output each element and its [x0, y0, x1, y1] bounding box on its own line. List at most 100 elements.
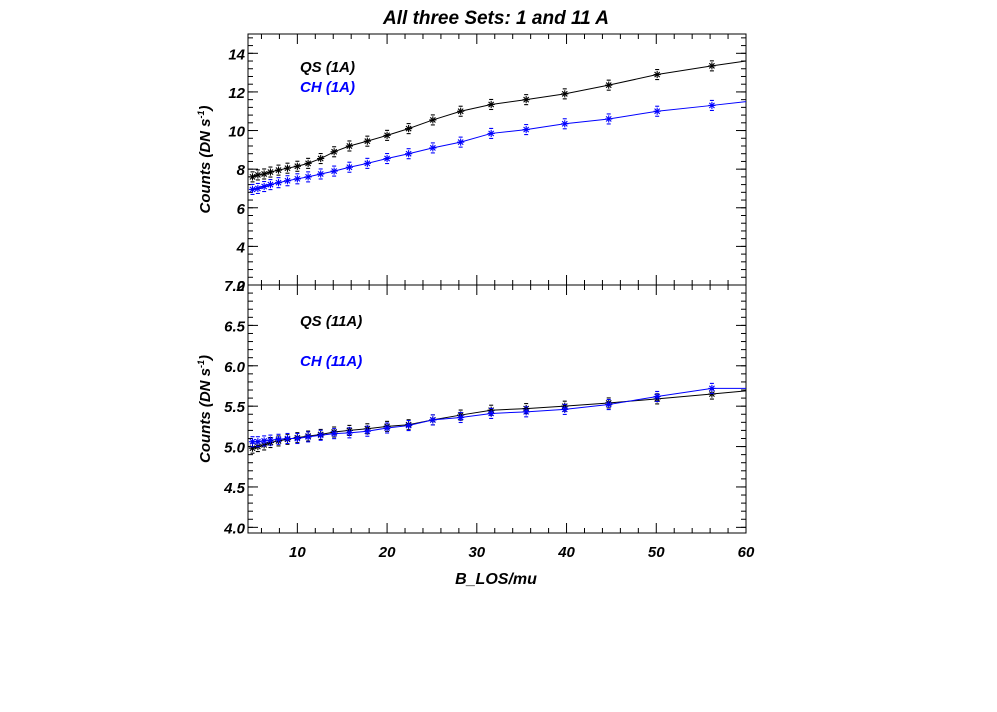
data-point	[487, 127, 495, 139]
data-point	[383, 422, 391, 434]
y-axis-label-main: Counts (DN s	[197, 119, 214, 214]
data-point	[487, 98, 495, 111]
chart-title: All three Sets: 1 and 11 A	[382, 8, 609, 29]
data-point	[522, 94, 530, 106]
x-tick-label: 30	[468, 544, 485, 561]
data-point	[405, 148, 413, 160]
data-point	[405, 123, 413, 135]
x-tick-label: 20	[378, 544, 396, 561]
y-tick-label: 7.0	[224, 278, 246, 295]
y-axis-label-main: Counts (DN s	[197, 368, 214, 463]
data-point	[260, 435, 268, 447]
y-tick-label: 14	[228, 46, 245, 63]
data-point	[363, 157, 371, 169]
data-point	[266, 434, 275, 446]
data-point	[317, 168, 325, 180]
data-point	[304, 157, 312, 169]
y-axis-label: Counts (DN s-1)	[196, 105, 214, 213]
data-point	[605, 399, 613, 411]
x-axis-label: B_LOS/mu	[455, 571, 537, 588]
data-point	[429, 142, 437, 154]
y-tick-label: 8	[237, 162, 246, 179]
data-point	[605, 113, 613, 125]
series-line	[252, 101, 747, 190]
data-point	[260, 180, 268, 193]
y-axis-label: Counts (DN s-1)	[196, 355, 214, 463]
data-point	[266, 166, 275, 178]
data-point	[274, 164, 283, 176]
panel-bottom: 10 20 30 40 50 60 4.0 4.5 5.0 5.5 6.0 6.5 7.0 Counts …	[196, 278, 755, 561]
data-point	[248, 183, 257, 195]
data-point	[457, 136, 465, 148]
data-point	[708, 99, 716, 111]
y-tick-label: 6.5	[224, 318, 246, 335]
series-line	[252, 390, 747, 449]
data-point	[363, 425, 371, 437]
data-point	[254, 169, 262, 181]
data-point	[330, 428, 338, 440]
data-point	[330, 165, 338, 177]
data-point	[293, 160, 301, 172]
y-tick-label: 12	[228, 85, 245, 102]
y-tick-label: 6	[237, 201, 246, 218]
data-point	[317, 152, 325, 165]
legend-label: CH (1A)	[300, 79, 355, 96]
data-point	[708, 382, 716, 394]
data-point	[383, 152, 391, 165]
y-tick-label: 5.0	[224, 440, 246, 457]
data-point	[708, 60, 716, 72]
y-axis-label-close: )	[197, 105, 214, 112]
data-point	[254, 182, 262, 195]
data-point	[293, 432, 301, 445]
y-tick-label: 2	[236, 278, 246, 295]
data-point	[330, 146, 338, 158]
data-point	[274, 177, 283, 189]
data-point	[304, 171, 312, 183]
y-tick-label: 4	[236, 239, 246, 256]
legend-label: QS (11A)	[300, 313, 362, 330]
data-point	[522, 124, 530, 136]
data-point	[274, 433, 283, 445]
data-point	[254, 436, 262, 448]
data-point	[345, 427, 353, 439]
x-tick-label: 60	[738, 544, 755, 561]
data-point	[293, 173, 301, 185]
data-point	[248, 171, 257, 183]
y-tick-label: 10	[228, 124, 245, 141]
y-tick-label: 4.0	[223, 520, 246, 537]
data-point	[345, 140, 353, 152]
data-point	[605, 79, 613, 91]
data-point	[363, 135, 371, 147]
data-point	[283, 432, 292, 445]
panel-top: 2 4 6 8 10 12 14 Counts (DN s-1) QS (1A) CH (1A)	[196, 33, 747, 295]
y-tick-label: 6.0	[224, 359, 246, 376]
data-point	[561, 88, 569, 100]
y-tick-label: 5.5	[224, 399, 246, 416]
data-point	[345, 161, 353, 173]
data-point	[248, 436, 257, 448]
data-point	[653, 390, 661, 403]
y-axis-label-sup: -1	[196, 360, 206, 368]
data-point	[405, 420, 413, 432]
data-point	[266, 179, 275, 191]
legend-label: CH (11A)	[300, 353, 362, 370]
x-tick-label: 40	[557, 544, 575, 561]
plot-frame	[247, 284, 747, 534]
data-point	[561, 403, 569, 415]
data-point	[653, 68, 661, 81]
data-point	[317, 429, 325, 441]
y-tick-label: 4.5	[223, 480, 246, 497]
data-point	[383, 129, 391, 141]
data-point	[487, 407, 495, 419]
legend-label: QS (1A)	[300, 59, 355, 76]
data-point	[429, 414, 437, 426]
data-point	[522, 406, 530, 418]
data-point	[283, 162, 292, 174]
y-axis-label-close: )	[197, 355, 214, 362]
data-point	[653, 105, 661, 117]
data-point	[429, 114, 437, 126]
data-point	[283, 175, 292, 187]
data-point	[457, 105, 465, 117]
data-point	[457, 411, 465, 424]
